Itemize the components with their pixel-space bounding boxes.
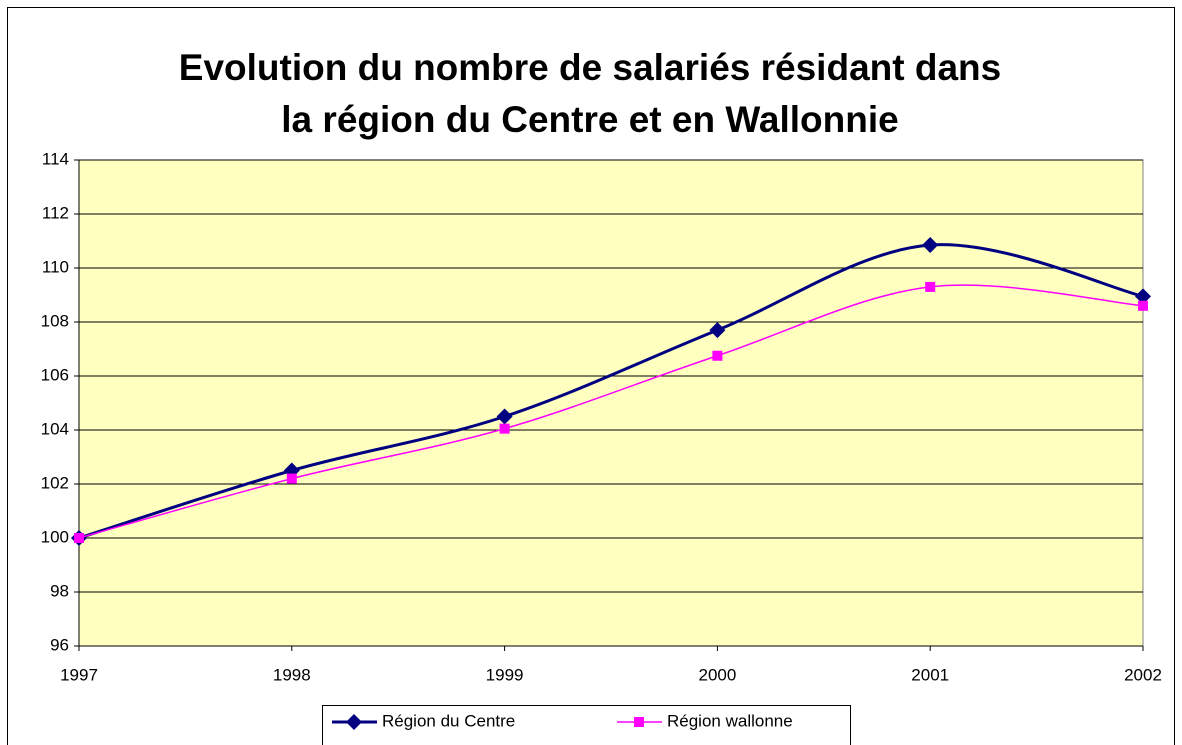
marker bbox=[922, 237, 939, 254]
y-tick-label: 106 bbox=[41, 365, 69, 384]
marker bbox=[346, 714, 362, 730]
y-tick-label: 110 bbox=[42, 257, 69, 276]
series-line bbox=[78, 284, 1144, 539]
y-tick-label: 98 bbox=[50, 581, 69, 600]
marker bbox=[499, 423, 510, 434]
chart-title: Evolution du nombre de salariés résidant… bbox=[179, 47, 1001, 88]
chart-title: la région du Centre et en Wallonnie bbox=[281, 99, 898, 140]
x-tick-label: 2000 bbox=[698, 665, 736, 684]
x-tick-label: 2001 bbox=[911, 665, 949, 684]
legend-label: Région du Centre bbox=[382, 711, 515, 730]
legend-label: Région wallonne bbox=[667, 711, 793, 730]
marker bbox=[1135, 288, 1151, 305]
plot-area bbox=[78, 159, 1144, 647]
marker bbox=[1138, 300, 1148, 311]
series-line bbox=[78, 243, 1144, 540]
y-tick-label: 112 bbox=[42, 203, 69, 222]
marker bbox=[74, 533, 84, 543]
marker bbox=[286, 473, 297, 484]
y-tick-label: 102 bbox=[41, 473, 69, 492]
x-tick-label: 1998 bbox=[273, 665, 311, 684]
y-tick-label: 104 bbox=[41, 419, 69, 438]
marker bbox=[496, 408, 513, 425]
marker bbox=[712, 350, 723, 361]
marker bbox=[634, 717, 644, 727]
y-tick-label: 114 bbox=[42, 149, 69, 168]
y-tick-label: 100 bbox=[41, 527, 69, 546]
y-tick-label: 96 bbox=[50, 635, 69, 654]
legend bbox=[322, 705, 851, 745]
x-tick-label: 1997 bbox=[60, 665, 98, 684]
x-tick-label: 1999 bbox=[486, 665, 524, 684]
y-tick-label: 108 bbox=[41, 311, 69, 330]
marker bbox=[709, 322, 726, 339]
marker bbox=[925, 281, 936, 292]
x-tick-label: 2002 bbox=[1124, 665, 1162, 684]
